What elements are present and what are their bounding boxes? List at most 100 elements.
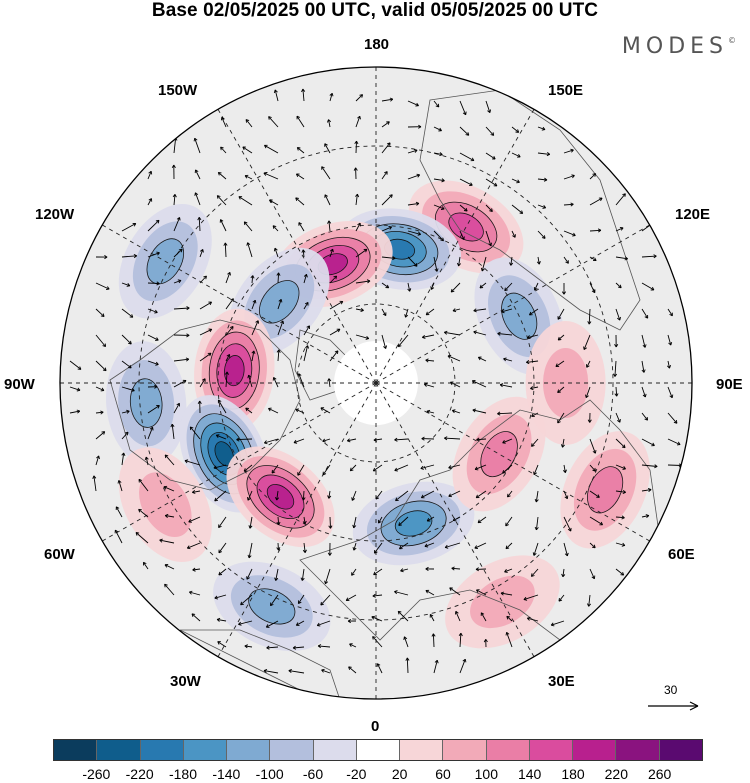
colorbar-tick-label: -220 [125, 766, 154, 782]
lon-label-90e: 90E [716, 376, 743, 393]
wind-vector [472, 408, 487, 414]
wind-vector [614, 334, 619, 348]
wind-vector [583, 334, 591, 350]
wind-vector [397, 610, 409, 622]
wind-vector [497, 331, 513, 336]
wind-vector [381, 142, 391, 154]
wind-vector [295, 197, 305, 206]
wind-vector [614, 386, 619, 397]
wind-vector [121, 222, 137, 232]
wind-vector [503, 357, 513, 362]
wind-vector [407, 100, 419, 107]
wind-vector [351, 568, 357, 576]
wind-vector [485, 178, 498, 187]
wind-vector [355, 307, 364, 313]
wind-vector [164, 513, 175, 518]
wind-vector [163, 485, 175, 492]
wind-vector [476, 437, 487, 442]
wind-vector [324, 194, 331, 206]
wind-vector [477, 356, 487, 362]
wind-vector [95, 334, 107, 348]
graticule [60, 67, 692, 699]
wind-vector [197, 217, 202, 232]
wind-vector [480, 612, 487, 622]
wind-vector [302, 516, 307, 525]
wind-vector [269, 199, 279, 206]
wind-vector [444, 542, 461, 549]
wind-vector [459, 152, 475, 162]
wind-vector [530, 568, 539, 577]
wind-vector [218, 568, 227, 576]
wind-vector [248, 516, 253, 529]
wind-vector [381, 225, 393, 232]
wind-vector [506, 615, 513, 622]
wind-vector [475, 567, 487, 572]
wind-vector [297, 594, 305, 605]
wind-vector [147, 308, 158, 314]
wind-vector [164, 583, 175, 596]
lon-label-180: 180 [364, 36, 390, 53]
wind-vector [277, 298, 283, 310]
wind-vector [355, 248, 368, 258]
wind-vector [242, 146, 253, 154]
wind-vector [615, 542, 626, 547]
wind-vector [194, 169, 201, 180]
wind-vector [217, 399, 227, 414]
wind-vector [355, 222, 361, 232]
wind-vector [292, 645, 305, 650]
wind-vector [422, 334, 435, 339]
lon-label-150w: 150W [158, 82, 198, 99]
wind-vector [667, 334, 673, 346]
wind-vector [527, 334, 539, 340]
wind-vector [537, 204, 547, 209]
wind-vector [403, 636, 409, 648]
wind-vector [197, 400, 202, 414]
wind-vector [615, 438, 626, 449]
wind-vector [433, 152, 443, 157]
wind-vector [327, 220, 332, 232]
wind-vector [347, 619, 357, 624]
wind-vector [135, 532, 149, 544]
wind-vector [424, 542, 435, 548]
wind-vector [121, 431, 129, 440]
wind-vector [485, 230, 493, 247]
wind-vector [456, 256, 462, 267]
positive-anomaly [445, 555, 560, 649]
map-title: Base 02/05/2025 00 UTC, valid 05/05/2025… [151, 0, 599, 21]
wind-vector [138, 478, 149, 492]
wind-vector [421, 436, 435, 441]
wind-vector [450, 381, 461, 388]
wind-vector [433, 178, 445, 183]
wind-vector [303, 273, 308, 284]
wind-vector [475, 490, 487, 499]
wind-vector [351, 490, 357, 501]
wind-vector [216, 195, 227, 206]
wind-vector [264, 144, 279, 154]
wind-vector [474, 542, 487, 549]
wind-vector [371, 615, 383, 622]
wind-vector [121, 409, 130, 414]
wind-vector [191, 613, 201, 622]
wind-vector [355, 334, 370, 340]
wind-vector [557, 386, 565, 394]
wind-vector [433, 659, 439, 674]
positive-anomaly [560, 431, 650, 549]
wind-vector [394, 464, 409, 472]
wind-vector [563, 174, 575, 180]
wind-vector [327, 378, 332, 388]
wind-vector [218, 516, 227, 529]
wind-vector [459, 100, 467, 116]
wind-vector [188, 590, 201, 596]
wind-vector [213, 464, 227, 470]
wind-vector [589, 568, 596, 580]
wind-vector [394, 590, 409, 596]
wind-vector [641, 334, 647, 348]
wind-vector [114, 529, 123, 544]
wind-vector [355, 115, 361, 128]
wind-vector [250, 275, 255, 284]
wind-vector [95, 282, 110, 290]
wind-vector [381, 171, 388, 180]
wind-vector [531, 412, 539, 418]
wind-vector [537, 152, 551, 157]
wind-vector [477, 516, 487, 524]
